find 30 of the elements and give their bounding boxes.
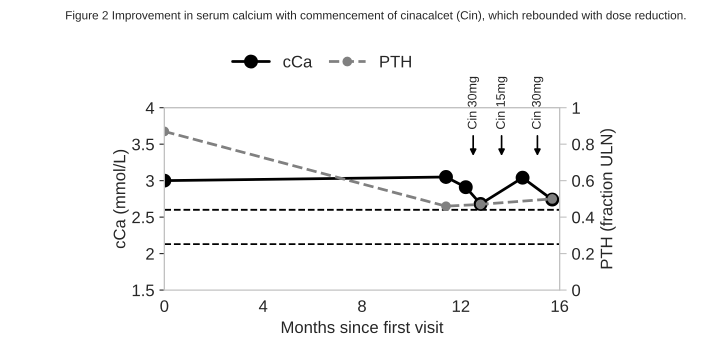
y2-tick-label: 0.6	[572, 175, 594, 187]
x-tick-label: 0	[160, 300, 168, 312]
annotation: Cin 30mg	[532, 76, 544, 129]
annotation: Cin 30mg	[467, 76, 480, 129]
y2-tick-label: 0.4	[572, 212, 594, 224]
legend-label: PTH	[380, 56, 411, 68]
chart-title: Figure 2 Improvement in serum calcium with commencement of cinacalcet (Cin), which rebounded with dose reduction.	[66, 10, 686, 22]
y2-tick-label: 0	[572, 284, 580, 296]
point	[439, 170, 453, 184]
legend-label: cCa	[283, 56, 312, 68]
point	[458, 180, 473, 194]
y-tick-label: 1.5	[132, 284, 154, 296]
y-tick-label: 2.5	[132, 212, 154, 224]
x-axis-title: Months since first visit	[282, 320, 444, 334]
point	[441, 201, 451, 212]
y2-tick-label: 1	[572, 102, 580, 114]
point	[516, 170, 530, 185]
y2-axis-title: PTH (fraction ULN)	[600, 129, 616, 268]
y-axis-title: cCa (mmol/L)	[113, 150, 129, 248]
x-tick-label: 8	[358, 300, 366, 312]
y2-tick-label: 0.8	[572, 138, 594, 150]
y-tick-label: 2	[146, 248, 154, 260]
y2-tick-label: 0.2	[572, 248, 594, 260]
x-tick-label: 12	[452, 300, 470, 312]
x-tick-label: 4	[258, 300, 268, 312]
y-tick-label: 4	[146, 102, 154, 114]
y-tick-label: 3.5	[132, 138, 154, 150]
y-tick-label: 3	[146, 175, 154, 187]
annotation: Cin 15mg	[496, 76, 508, 129]
x-tick-label: 16	[552, 300, 568, 312]
